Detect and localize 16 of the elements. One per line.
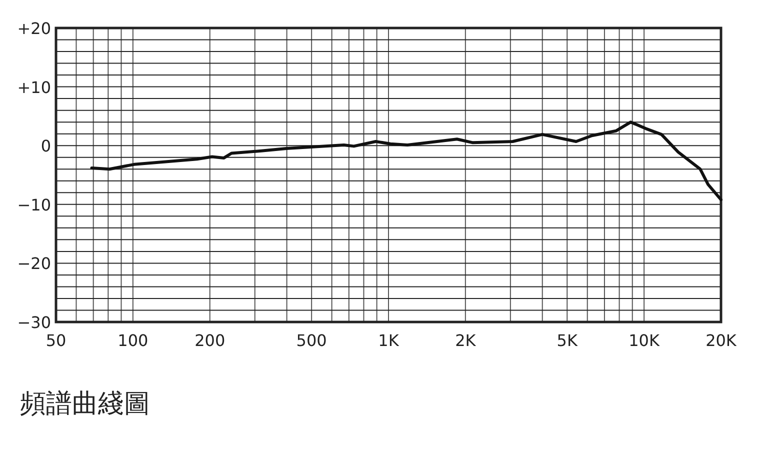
y-tick-label: 0	[40, 136, 51, 156]
y-tick-label: +20	[17, 19, 51, 38]
x-tick-label: 1K	[378, 331, 400, 350]
x-tick-label: 2K	[455, 331, 476, 350]
y-tick-label: −20	[17, 254, 51, 274]
y-tick-label: −30	[17, 313, 51, 332]
x-tick-label: 500	[296, 331, 327, 350]
x-tick-label: 50	[46, 331, 66, 350]
x-tick-label: 100	[118, 331, 148, 350]
x-tick-label: 5K	[556, 331, 578, 350]
x-tick-label: 10K	[628, 331, 660, 350]
x-tick-label: 200	[194, 331, 226, 350]
y-tick-label: +10	[17, 78, 51, 97]
x-tick-label: 20K	[706, 331, 737, 350]
text: 頻譜曲綫圖	[20, 389, 150, 419]
y-tick-label: −10	[17, 195, 51, 214]
